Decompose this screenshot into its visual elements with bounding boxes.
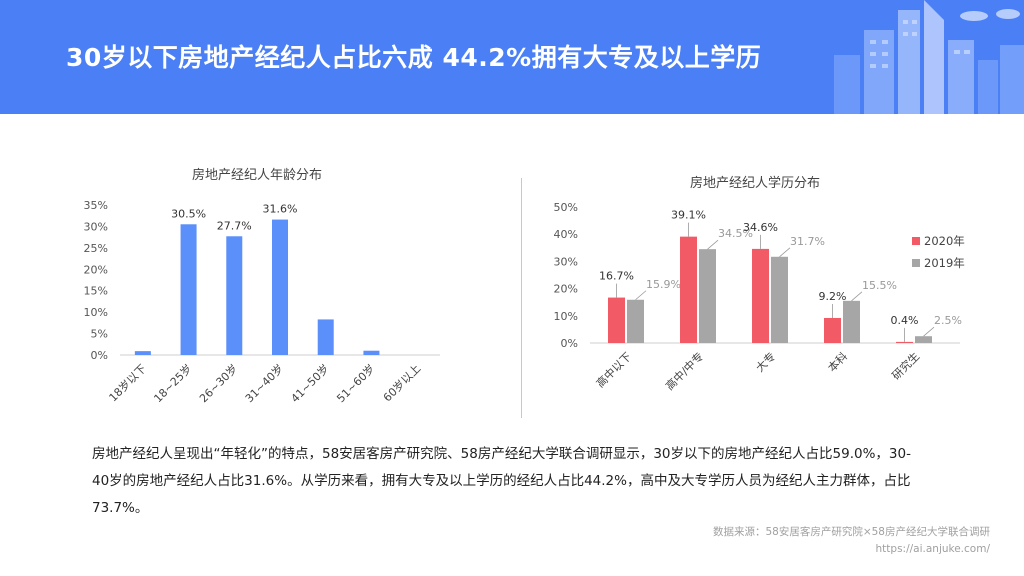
x-tick-label: 26~30岁	[196, 361, 240, 405]
leader-line	[851, 291, 863, 302]
legend-swatch-2020年	[912, 237, 920, 245]
education-distribution-chart: 0% 10% 20% 30% 40% 50% 16.7% 15.9% 高中以下 39.1% 34.5…	[554, 201, 965, 393]
bar-41~50岁	[317, 319, 334, 355]
education-chart-title: 房地产经纪人学历分布	[690, 176, 821, 191]
y-tick-label: 5%	[91, 328, 108, 341]
x-tick-label: 18岁以下	[106, 361, 149, 404]
bar-2020年-研究生	[896, 341, 913, 343]
source-text: 数据来源：58安居客房产研究院×58房产经纪大学联合调研	[712, 526, 990, 538]
y-tick-label: 30%	[84, 220, 108, 233]
leader-line	[779, 247, 791, 258]
y-tick-label: 15%	[84, 285, 108, 298]
summary-paragraph: 房地产经纪人呈现出“年轻化”的特点，58安居客房产研究院、58房产经纪大学联合调…	[92, 446, 911, 516]
bar-2019年-研究生	[915, 336, 932, 343]
leader-line	[923, 326, 935, 337]
y-tick-label: 25%	[84, 242, 108, 255]
legend-label: 2020年	[924, 234, 965, 248]
age-distribution-chart: 0% 5% 10% 15% 20% 25% 30% 35% 18岁以下 30.5% 18~25岁 27…	[84, 199, 440, 405]
y-tick-label: 35%	[84, 199, 108, 212]
leader-line	[635, 290, 647, 301]
data-label-2020: 39.1%	[671, 209, 706, 222]
legend-swatch-2019年	[912, 259, 920, 267]
data-label-2019: 34.5%	[718, 227, 753, 240]
data-label: 27.7%	[217, 219, 252, 232]
header-banner: 30岁以下房地产经纪人占比六成 44.2%拥有大专及以上学历	[0, 0, 1024, 114]
data-label-2019: 2.5%	[934, 314, 962, 327]
y-tick-label: 0%	[561, 337, 578, 350]
data-label-2019: 31.7%	[790, 235, 825, 248]
data-label-2019: 15.9%	[646, 278, 681, 291]
y-tick-label: 40%	[554, 228, 578, 241]
y-tick-label: 20%	[554, 283, 578, 296]
x-tick-label: 18~25岁	[151, 361, 195, 405]
bar-2019年-高中以下	[627, 299, 644, 343]
bar-2019年-高中/中专	[699, 249, 716, 343]
x-tick-label: 大专	[753, 349, 778, 374]
x-tick-label: 研究生	[889, 349, 922, 382]
y-tick-label: 20%	[84, 263, 108, 276]
data-label-2020: 16.7%	[599, 270, 634, 283]
bar-2020年-大专	[752, 248, 769, 343]
bar-2019年-本科	[843, 300, 860, 343]
bar-2020年-高中以下	[608, 297, 625, 343]
bar-18岁以下	[134, 351, 151, 355]
bar-2020年-本科	[824, 317, 841, 343]
x-tick-label: 高中以下	[593, 349, 634, 390]
data-label-2020: 0.4%	[891, 314, 919, 327]
bar-2019年-大专	[771, 256, 788, 343]
x-tick-label: 51~60岁	[334, 361, 378, 405]
x-tick-label: 高中/中专	[662, 349, 706, 393]
x-tick-label: 60岁以上	[380, 361, 423, 404]
x-tick-label: 31~40岁	[242, 361, 286, 405]
source-note: 数据来源：58安居客房产研究院×58房产经纪大学联合调研 https://ai.…	[713, 524, 990, 558]
x-tick-label: 41~50岁	[288, 361, 332, 405]
city-skyline-illustration	[834, 0, 1024, 114]
y-tick-label: 50%	[554, 201, 578, 214]
bar-51~60岁	[363, 350, 380, 355]
y-tick-label: 0%	[91, 349, 108, 362]
leader-line	[707, 239, 719, 250]
legend-label: 2019年	[924, 256, 965, 270]
data-label-2019: 15.5%	[862, 279, 897, 292]
bar-18~25岁	[180, 224, 197, 355]
data-label: 31.6%	[263, 203, 298, 216]
data-label-2020: 9.2%	[819, 290, 847, 303]
x-tick-label: 本科	[825, 349, 850, 374]
page-title: 30岁以下房地产经纪人占比六成 44.2%拥有大专及以上学历	[66, 43, 762, 72]
chart-divider	[521, 178, 522, 418]
age-chart-title: 房地产经纪人年龄分布	[192, 168, 323, 183]
bar-26~30岁	[226, 236, 243, 355]
bar-2020年-高中/中专	[680, 236, 697, 343]
data-label: 30.5%	[171, 207, 206, 220]
y-tick-label: 10%	[84, 306, 108, 319]
source-url: https://ai.anjuke.com/	[875, 543, 990, 555]
bar-31~40岁	[272, 219, 288, 355]
y-tick-label: 30%	[554, 255, 578, 268]
data-label-2020: 34.6%	[743, 221, 778, 234]
y-tick-label: 10%	[554, 310, 578, 323]
